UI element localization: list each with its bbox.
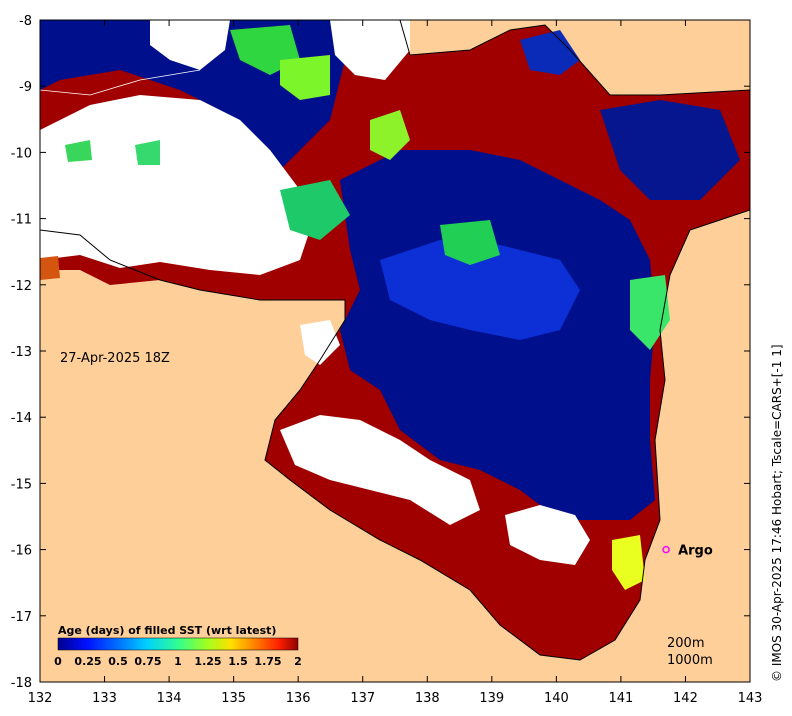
stale-green-patch-5	[440, 220, 500, 265]
stale-green-patch-8	[65, 140, 92, 162]
contour-200m	[40, 69, 201, 96]
nodata-north2	[330, 20, 410, 80]
colorbar-tick-label: 0.75	[134, 655, 161, 668]
stale-green-patch-3	[280, 180, 350, 240]
x-tick-label: 132	[28, 691, 53, 706]
y-tick-label: -16	[11, 544, 32, 559]
stale-orange-patch	[40, 256, 60, 280]
coastline-north	[399, 20, 750, 96]
ocean-fresh-northeast	[600, 100, 740, 200]
stale-green-patch-2	[280, 55, 330, 100]
colorbar-tick-label: 1.5	[228, 655, 248, 668]
y-tick-label: -17	[11, 610, 32, 625]
argo-marker	[662, 545, 670, 554]
colorbar-tick-label: 0.5	[108, 655, 128, 668]
stale-green-patch-7	[135, 140, 160, 165]
colorbar-tick-label: 1	[174, 655, 182, 668]
argo-label: Argo	[678, 544, 713, 559]
x-tick-label: 137	[350, 691, 375, 706]
x-tick-label: 136	[286, 691, 311, 706]
y-tick-label: -8	[19, 14, 32, 29]
y-tick-label: -18	[11, 676, 32, 691]
x-tick-label: 142	[673, 691, 698, 706]
nodata-southwest	[280, 415, 480, 525]
y-tick-label: -12	[11, 279, 32, 294]
colorbar-tick-label: 0	[54, 655, 62, 668]
nodata-north	[150, 20, 230, 70]
nodata-northwest	[40, 95, 310, 275]
x-axis: 132 133 134 135 136 137 138 139 140 141 142 143	[28, 20, 763, 706]
colorbar-title: Age (days) of filled SST (wrt latest)	[58, 624, 276, 637]
colorbar-tick-label: 0.25	[74, 655, 101, 668]
ocean-fresh-east	[520, 30, 580, 75]
x-tick-label: 141	[608, 691, 633, 706]
contour-label-1000m: 1000m	[667, 653, 713, 668]
colorbar-tick-label: 1.75	[254, 655, 281, 668]
y-axis: -8 -9 -10 -11 -12 -13 -14 -15 -16 -17 -18	[11, 14, 750, 691]
y-tick-label: -11	[11, 213, 32, 228]
x-tick-label: 138	[415, 691, 440, 706]
y-tick-label: -13	[11, 345, 32, 360]
x-tick-label: 134	[157, 691, 182, 706]
x-tick-label: 133	[92, 691, 117, 706]
date-label: 27-Apr-2025 18Z	[60, 351, 170, 366]
y-tick-label: -9	[19, 80, 32, 95]
x-tick-label: 139	[479, 691, 504, 706]
y-tick-label: -15	[11, 477, 32, 492]
x-tick-label: 135	[221, 691, 246, 706]
contour-label-200m: 200m	[667, 636, 704, 651]
stale-green-patch-4	[370, 110, 410, 160]
map-plot	[40, 20, 750, 682]
credit-text: © IMOS 30-Apr-2025 17:46 Hobart; Tscale=…	[770, 344, 784, 682]
nodata-southwest2	[300, 320, 340, 365]
colorbar-gradient	[57, 637, 299, 651]
coastline-gulf	[40, 209, 750, 661]
colorbar-tick-label: 1.25	[194, 655, 221, 668]
y-tick-label: -14	[11, 411, 32, 426]
x-tick-label: 143	[738, 691, 763, 706]
x-tick-label: 140	[544, 691, 569, 706]
ocean-fresh-west	[380, 240, 580, 340]
stale-yellow-patch	[612, 535, 645, 590]
y-tick-label: -10	[11, 146, 32, 161]
colorbar-tick-label: 2	[294, 655, 302, 668]
nodata-south	[505, 505, 590, 565]
